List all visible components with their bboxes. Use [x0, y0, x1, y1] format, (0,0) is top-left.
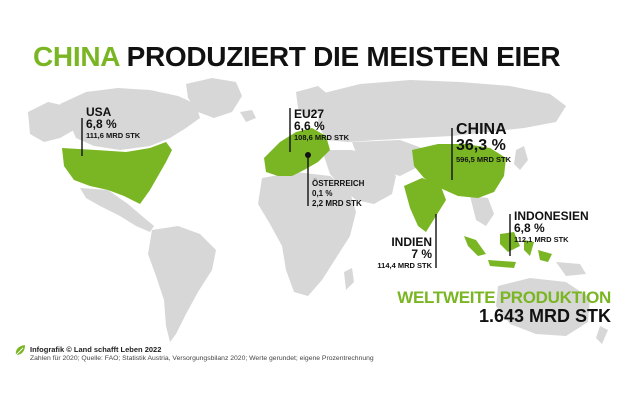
highlighted-countries	[62, 128, 552, 268]
land-south-america	[148, 226, 216, 342]
land-africa	[258, 172, 356, 296]
land-png	[556, 262, 586, 276]
austria-percent: 0,1 %	[312, 189, 333, 198]
land-india	[404, 178, 446, 232]
world-total-label: WELTWEITE PRODUKTION	[397, 288, 611, 307]
world-total: WELTWEITE PRODUKTION 1.643 MRD STK	[397, 289, 611, 326]
page-title: CHINA PRODUZIERT DIE MEISTEN EIER	[33, 41, 561, 72]
china-value: 596,5 MRD STK	[456, 155, 512, 164]
eu27-percent: 6,6 %	[294, 119, 325, 133]
label-india: INDIEN 7 % 114,4 MRD STK	[377, 236, 432, 270]
label-indonesia: INDONESIEN 6,8 % 112,1 MRD STK	[514, 210, 589, 244]
india-value: 114,4 MRD STK	[377, 261, 432, 270]
eu27-value: 108,6 MRD STK	[294, 133, 350, 142]
label-eu27: EU27 6,6 % 108,6 MRD STK	[294, 108, 349, 142]
grey-landmasses	[28, 78, 608, 344]
indonesia-name: INDONESIEN	[514, 209, 589, 223]
indonesia-value: 112,1 MRD STK	[514, 235, 569, 244]
land-australia	[496, 278, 590, 336]
land-indonesia-east	[538, 250, 552, 262]
land-russia	[318, 80, 566, 142]
land-eu27	[264, 128, 330, 176]
land-canada	[60, 88, 200, 150]
land-iceland	[240, 110, 256, 122]
footer-source: Zahlen für 2020; Quelle: FAO; Statistik …	[30, 354, 374, 362]
land-greenland	[186, 78, 242, 118]
austria-value: 2,2 MRD STK	[312, 199, 362, 208]
land-se-asia	[470, 196, 494, 226]
china-name: CHINA	[456, 121, 507, 138]
land-new-zealand	[596, 326, 608, 344]
leaf-logo-icon	[15, 345, 25, 356]
usa-name: USA	[86, 105, 112, 119]
land-indonesia-sulawesi	[524, 240, 534, 256]
india-percent: 7 %	[411, 247, 432, 261]
world-total-value: 1.643 MRD STK	[478, 305, 611, 326]
austria-name: ÖSTERREICH	[312, 179, 365, 188]
land-usa	[62, 142, 172, 204]
label-austria: ÖSTERREICH 0,1 % 2,2 MRD STK	[312, 180, 364, 208]
title-highlight: CHINA	[33, 41, 120, 72]
land-china	[412, 144, 506, 198]
title-rest: PRODUZIERT DIE MEISTEN EIER	[126, 41, 561, 72]
land-mexico	[80, 188, 154, 232]
india-name: INDIEN	[391, 235, 432, 249]
footer-credit: Infografik © Land schafft Leben 2022	[30, 345, 162, 354]
land-japan	[514, 146, 528, 170]
footer: Infografik © Land schafft Leben 2022 Zah…	[14, 345, 374, 362]
land-madagascar	[344, 268, 354, 290]
land-indonesia-java	[488, 260, 516, 268]
land-indonesia-sumatra	[464, 236, 486, 256]
eu27-name: EU27	[294, 107, 325, 121]
indonesia-percent: 6,8 %	[514, 221, 545, 235]
usa-percent: 6,8 %	[86, 117, 117, 131]
usa-value: 111,6 MRD STK	[86, 131, 141, 140]
china-percent: 36,3 %	[456, 137, 506, 154]
label-leader-lines	[81, 108, 511, 268]
land-central-asia	[352, 140, 422, 176]
label-usa: USA 6,8 % 111,6 MRD STK	[86, 106, 140, 140]
austria-marker	[305, 152, 311, 158]
label-china: CHINA 36,3 % 596,5 MRD STK	[456, 122, 511, 164]
